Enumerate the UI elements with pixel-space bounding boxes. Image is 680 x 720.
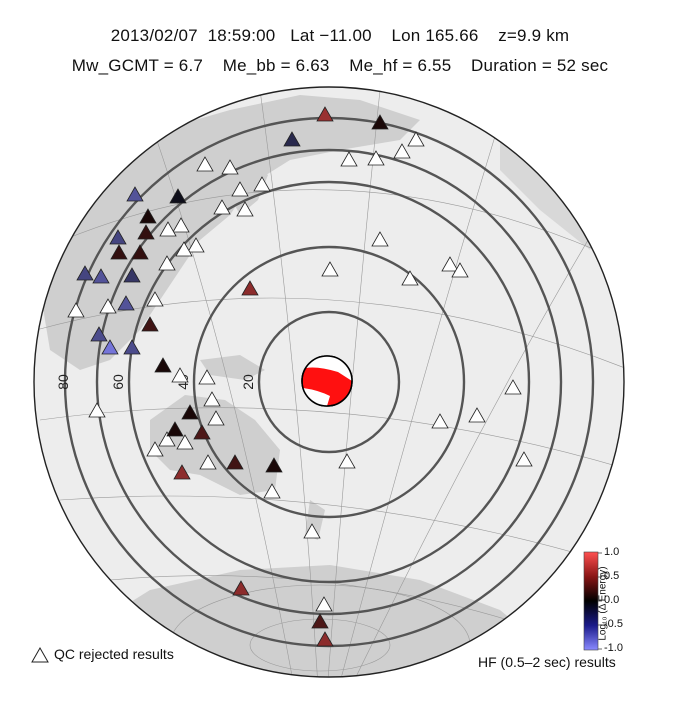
station-marker	[92, 268, 110, 284]
colorbar-tick: 0.5	[604, 570, 620, 582]
rejected-station-marker	[171, 367, 189, 383]
rejected-station-marker	[158, 431, 176, 447]
rejected-station-marker	[431, 413, 449, 429]
rejected-station-marker	[88, 402, 106, 418]
rejected-station-marker	[175, 241, 193, 257]
rejected-station-marker	[407, 131, 425, 147]
rejected-station-marker	[236, 201, 254, 217]
station-marker	[316, 631, 334, 647]
rejected-station-marker	[468, 407, 486, 423]
station-marker	[126, 186, 144, 202]
rejected-station-marker	[159, 221, 177, 237]
rejected-station-marker	[515, 451, 533, 467]
station-marker	[141, 316, 159, 332]
new-guinea-landmass	[200, 355, 265, 380]
station-marker	[154, 357, 172, 373]
station-marker	[265, 457, 283, 473]
station-marker	[123, 267, 141, 283]
station-marker	[109, 229, 127, 245]
station-marker	[173, 464, 191, 480]
colorbar-tick: -1.0	[604, 642, 623, 654]
station-marker	[371, 114, 389, 130]
rejected-station-marker	[207, 410, 225, 426]
rejected-station-marker	[401, 270, 419, 286]
distance-label-80: 80	[55, 374, 71, 390]
distance-label-60: 60	[110, 374, 126, 390]
station-marker	[131, 244, 149, 260]
event-header-line2: Mw_GCMT = 6.7 Me_bb = 6.63 Me_hf = 6.55 …	[71, 56, 609, 75]
rejected-station-marker	[321, 261, 339, 277]
focal-mechanism-beachball	[301, 355, 353, 407]
rejected-station-marker	[203, 391, 221, 407]
rejected-station-marker	[196, 156, 214, 172]
rejected-station-marker	[340, 151, 358, 167]
rejected-station-marker	[504, 379, 522, 395]
qc-legend-triangle	[31, 646, 49, 663]
rejected-station-marker	[441, 256, 459, 272]
qc-legend-label: QC rejected results	[54, 646, 174, 662]
colorbar-tick: 0.0	[604, 594, 620, 606]
rejected-station-marker	[187, 237, 205, 253]
station-marker	[117, 295, 135, 311]
rejected-station-marker	[303, 523, 321, 539]
rejected-station-marker	[253, 176, 271, 192]
rejected-station-marker	[315, 596, 333, 612]
station-marker	[110, 244, 128, 260]
rejected-station-marker	[451, 262, 469, 278]
asia-landmass	[40, 95, 420, 370]
rejected-station-marker	[176, 434, 194, 450]
station-markers	[67, 106, 533, 647]
station-marker	[123, 339, 141, 355]
station-marker	[193, 424, 211, 440]
rejected-station-marker	[263, 483, 281, 499]
station-marker	[137, 224, 155, 240]
station-marker	[241, 280, 259, 296]
station-marker	[283, 131, 301, 147]
station-marker	[232, 580, 250, 596]
rejected-station-marker	[146, 441, 164, 457]
rejected-station-marker	[371, 231, 389, 247]
rejected-station-marker	[393, 143, 411, 159]
rejected-station-marker	[67, 302, 85, 318]
rejected-station-marker	[146, 291, 164, 307]
station-marker	[166, 421, 184, 437]
rejected-station-marker	[158, 255, 176, 271]
rejected-station-marker	[213, 199, 231, 215]
band-label: HF (0.5–2 sec) results	[478, 654, 616, 670]
colorbar-tick: -0.5	[604, 618, 623, 630]
station-marker	[226, 454, 244, 470]
station-marker	[90, 326, 108, 342]
globe-outline	[33, 86, 625, 678]
station-marker	[181, 404, 199, 420]
rejected-station-marker	[221, 159, 239, 175]
station-marker	[316, 106, 334, 122]
event-header-line1: 2013/02/07 18:59:00 Lat −11.00 Lon 165.6…	[110, 26, 570, 45]
station-marker	[169, 188, 187, 204]
station-marker	[311, 613, 329, 629]
rejected-station-marker	[231, 181, 249, 197]
rejected-station-marker	[199, 454, 217, 470]
rejected-station-marker	[99, 298, 117, 314]
station-marker	[101, 339, 119, 355]
colorbar-tick: 1.0	[604, 546, 620, 558]
colorbar	[583, 551, 599, 651]
rejected-station-marker	[338, 453, 356, 469]
colorbar-title: Log₁₀ (Δ Energy)	[597, 566, 609, 641]
distance-label-20: 20	[240, 374, 256, 390]
station-marker	[76, 265, 94, 281]
rejected-station-marker	[367, 150, 385, 166]
station-marker	[139, 208, 157, 224]
rejected-station-marker	[172, 217, 190, 233]
rejected-station-marker	[198, 369, 216, 385]
